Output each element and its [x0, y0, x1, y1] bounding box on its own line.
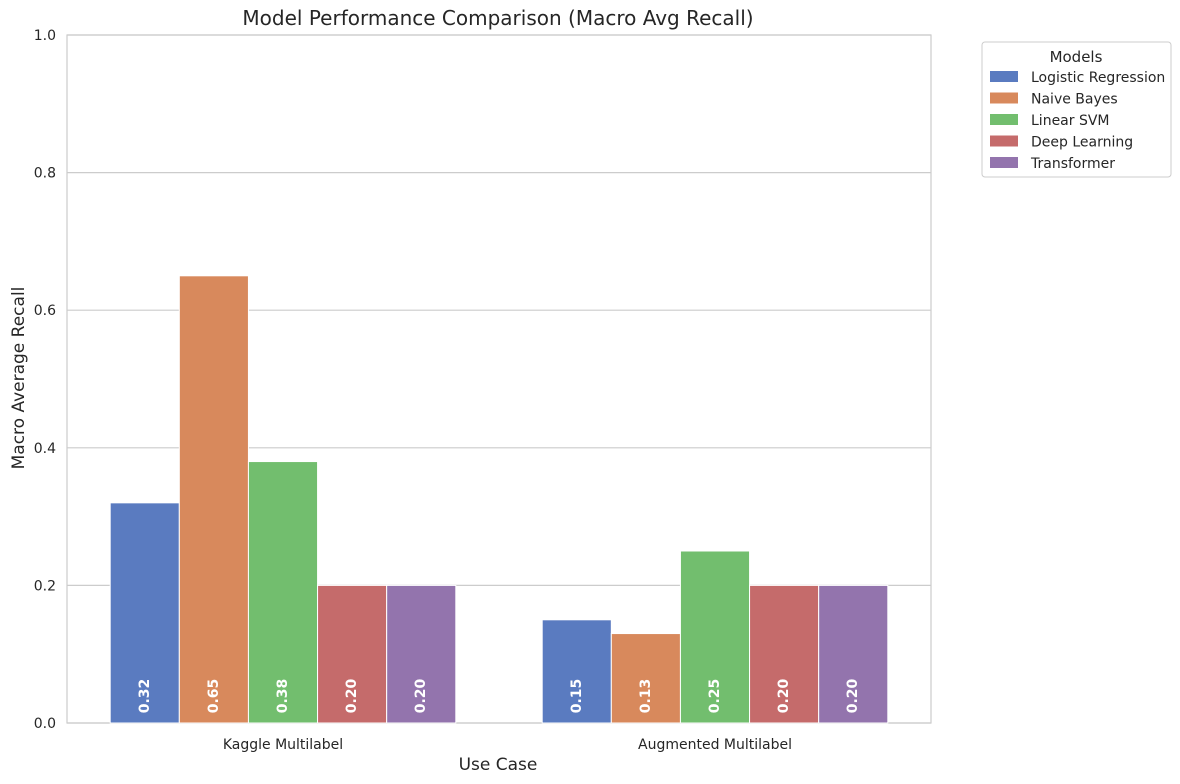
y-tick-label: 0.2: [34, 578, 56, 594]
y-axis-label: Macro Average Recall: [9, 287, 29, 470]
y-tick-label: 0.6: [34, 303, 56, 319]
legend-title: Models: [1050, 48, 1103, 66]
legend-label: Transformer: [1030, 156, 1115, 172]
plot-area: [66, 34, 932, 724]
y-tick-label: 0.0: [34, 716, 56, 732]
bar: [317, 584, 388, 724]
bar: [610, 633, 681, 724]
legend-swatch: [990, 157, 1018, 168]
legend-label: Deep Learning: [1031, 135, 1133, 151]
chart-title: Model Performance Comparison (Macro Avg …: [242, 6, 753, 30]
legend-label: Naive Bayes: [1031, 92, 1118, 108]
bar: [818, 584, 889, 724]
y-tick-label: 0.4: [34, 441, 56, 457]
data-label: 0.25: [707, 679, 723, 714]
data-label: 0.20: [413, 678, 429, 713]
bar: [386, 584, 457, 724]
legend-swatch: [990, 71, 1018, 82]
x-tick-labels: Kaggle Multilabel Augmented Multilabel: [223, 737, 792, 753]
bar: [109, 502, 180, 724]
legend: Models Logistic Regression Naive Bayes Lin…: [981, 41, 1172, 178]
bars: 0.32 0.65 0.38 0.20 0.20 0.15 0.13 0.25 0.20 0.20: [109, 275, 889, 724]
bar: [749, 584, 820, 724]
bar: [541, 619, 612, 724]
data-label: 0.13: [638, 679, 654, 714]
legend-swatch: [990, 92, 1018, 104]
x-tick-label: Kaggle Multilabel: [223, 737, 343, 753]
data-label: 0.38: [275, 679, 291, 714]
y-tick-labels: 0.0 0.2 0.4 0.6 0.8 1.0: [34, 28, 56, 732]
data-label: 0.65: [206, 679, 222, 714]
x-tick-label: Augmented Multilabel: [638, 737, 792, 753]
legend-label: Logistic Regression: [1031, 70, 1165, 86]
data-label: 0.20: [845, 678, 861, 713]
legend-box: [981, 41, 1172, 178]
bar: [178, 275, 249, 724]
legend-label: Linear SVM: [1031, 113, 1110, 129]
legend-swatch: [990, 135, 1018, 147]
data-label: 0.20: [344, 678, 360, 713]
legend-items: Logistic Regression Naive Bayes Linear SVM…: [990, 70, 1165, 172]
legend-swatch: [990, 114, 1018, 125]
bar: [679, 550, 751, 724]
data-label: 0.20: [776, 678, 792, 713]
bar: [247, 461, 319, 724]
y-tick-label: 1.0: [34, 28, 56, 44]
data-label: 0.32: [137, 679, 153, 714]
x-axis-label: Use Case: [459, 755, 538, 775]
y-tick-label: 0.8: [34, 166, 56, 182]
data-label: 0.15: [569, 679, 585, 714]
